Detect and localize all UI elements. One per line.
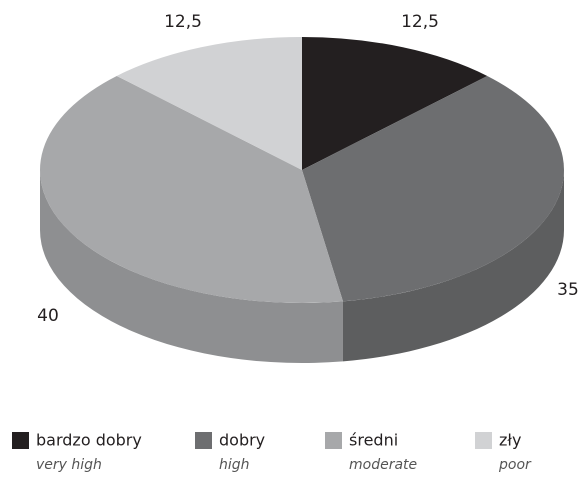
legend-swatch bbox=[12, 432, 29, 449]
legend-label: zły bbox=[499, 431, 521, 450]
slice bbox=[302, 75, 564, 302]
legend-label: dobry bbox=[219, 431, 265, 450]
slice bbox=[40, 75, 343, 303]
legend-translation: moderate bbox=[349, 457, 417, 473]
legend-translation: poor bbox=[498, 457, 532, 473]
slice-side bbox=[40, 170, 343, 363]
data-label: 35 bbox=[557, 280, 579, 300]
slice bbox=[116, 37, 302, 170]
legend-translation: high bbox=[219, 457, 250, 473]
legend-label: średni bbox=[349, 431, 398, 450]
legend-swatch bbox=[475, 432, 492, 449]
legend-swatch bbox=[195, 432, 212, 449]
slice bbox=[302, 37, 488, 170]
data-label: 40 bbox=[37, 306, 59, 326]
data-label: 12,5 bbox=[164, 12, 202, 32]
legend-swatch bbox=[325, 432, 342, 449]
legend-label: bardzo dobry bbox=[36, 431, 142, 450]
legend-translation: very high bbox=[36, 457, 102, 473]
data-label: 12,5 bbox=[401, 12, 439, 32]
slice-side bbox=[342, 170, 564, 362]
